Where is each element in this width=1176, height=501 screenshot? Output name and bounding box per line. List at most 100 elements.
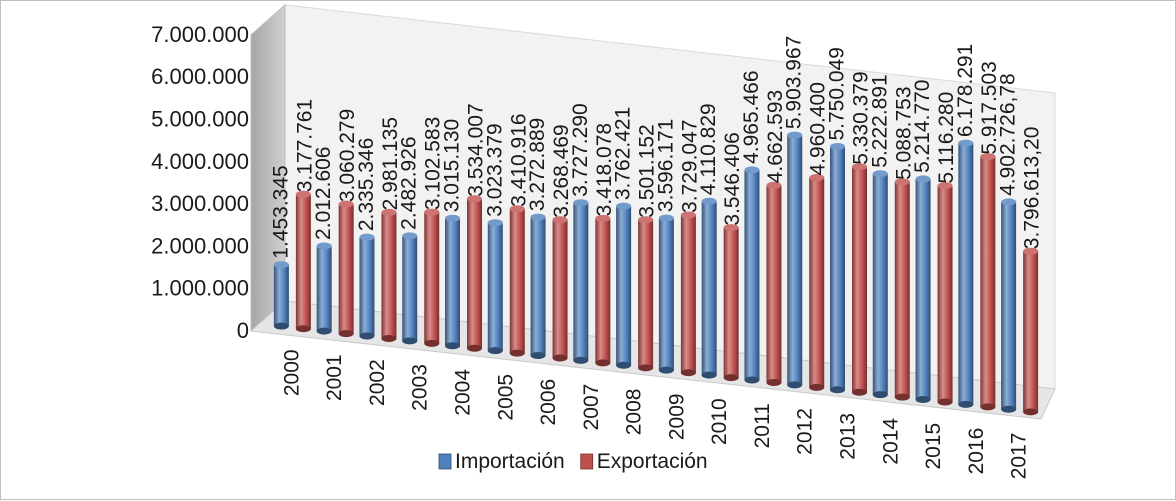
bar (445, 214, 460, 350)
bar-base (467, 344, 482, 352)
legend-item: Importación (438, 450, 565, 473)
bar-cap (1001, 198, 1017, 206)
data-label: 3.796.613,20 (1021, 127, 1044, 250)
bar-body (787, 135, 803, 385)
bar-cap (958, 139, 974, 147)
bar-base (616, 361, 632, 369)
bar-cap (573, 199, 589, 207)
bar-body (402, 235, 418, 341)
data-label: 5.222.891 (868, 74, 891, 167)
data-label: 2.981.135 (379, 117, 402, 210)
x-tick-label: 2000 (280, 349, 303, 396)
data-label: 3.015.130 (441, 119, 464, 212)
y-tick-label: 0 (237, 318, 249, 343)
bar-body (487, 222, 503, 351)
data-label: 4.965.466 (740, 70, 763, 163)
x-tick-label: 2005 (494, 374, 517, 421)
bar (852, 163, 867, 396)
bar-body (852, 166, 867, 393)
bar (638, 216, 654, 372)
x-tick-label: 2012 (794, 408, 817, 455)
bar-base (701, 371, 717, 379)
y-tick-label: 5.000.000 (151, 107, 249, 132)
bar-cap (723, 224, 739, 232)
bar (958, 139, 974, 408)
bar-base (638, 364, 654, 372)
data-label: 4.960.400 (807, 82, 830, 175)
bar (573, 199, 589, 364)
bar-body (638, 219, 654, 368)
bar-base (958, 400, 974, 408)
x-tick-label: 2010 (708, 398, 731, 445)
x-tick-label: 2003 (409, 364, 432, 411)
data-label: 5.088.753 (892, 86, 915, 179)
bar (467, 195, 482, 352)
y-axis: 0 1.000.000 2.000.000 3.000.000 4.000.000 5.0… (151, 22, 249, 343)
data-label: 2.012.606 (312, 147, 335, 240)
legend-swatch (438, 453, 452, 470)
bar-base (552, 354, 568, 362)
bar-body (809, 177, 825, 388)
y-tick-label: 7.000.000 (151, 22, 249, 47)
bar-base (595, 359, 611, 367)
data-label: 3.596.171 (654, 119, 677, 212)
bar-body (680, 214, 696, 373)
bar-body (894, 181, 910, 398)
bar-base (980, 403, 996, 411)
bar-base (381, 334, 397, 342)
bar-base (937, 398, 953, 406)
bar (766, 181, 782, 386)
x-tick-label: 2014 (879, 418, 902, 465)
bar-cap (467, 195, 482, 203)
bar-base (295, 325, 311, 333)
x-tick-label: 2017 (1008, 433, 1031, 480)
bar-body (830, 146, 845, 390)
bar-cap (424, 208, 440, 216)
data-label: 3.418.078 (593, 123, 616, 216)
x-tick-label: 2007 (580, 384, 603, 431)
data-label: 5.116.280 (935, 92, 958, 184)
bar-body (381, 212, 397, 339)
bar-base (273, 322, 289, 330)
bar-base (852, 388, 867, 396)
x-axis: 2000 2001 2002 2003 2004 2005 2006 2007 2008 2009… (280, 349, 1030, 479)
x-tick-label: 2004 (452, 369, 475, 416)
y-tick-label: 3.000.000 (151, 191, 249, 216)
bar-base (1023, 408, 1039, 416)
x-tick-label: 2011 (751, 403, 774, 448)
data-label: 4.110.829 (697, 103, 720, 195)
bar-base (445, 342, 460, 350)
bar-body (552, 219, 568, 359)
bar-cap (937, 182, 953, 190)
bar (744, 166, 760, 384)
bar-body (937, 185, 953, 403)
x-tick-label: 2015 (922, 423, 945, 470)
bar-cap (915, 175, 931, 183)
bar-cap (894, 178, 910, 186)
bar-base (509, 349, 525, 357)
legend-swatch (580, 453, 594, 470)
bar-cap (295, 190, 311, 198)
bar-base (872, 391, 888, 399)
data-label: 1.453.345 (269, 165, 292, 258)
data-label: 3.410.916 (507, 113, 530, 206)
x-tick-label: 2006 (537, 379, 560, 426)
bar (552, 216, 568, 362)
bar (338, 200, 354, 338)
bar-cap (1023, 247, 1039, 255)
bar-body (295, 194, 311, 329)
bar-cap (766, 181, 782, 189)
bar-body (338, 204, 354, 334)
x-tick-label: 2008 (623, 389, 646, 436)
bar (937, 182, 953, 406)
data-label: 3.272.889 (526, 118, 549, 211)
bar-base (787, 381, 803, 389)
legend: Importación Exportación (438, 450, 708, 473)
bar-body (915, 178, 931, 400)
x-tick-label: 2001 (323, 354, 346, 401)
bar-cap (445, 214, 460, 222)
bar-cap (809, 174, 825, 182)
bar-body (766, 185, 782, 383)
